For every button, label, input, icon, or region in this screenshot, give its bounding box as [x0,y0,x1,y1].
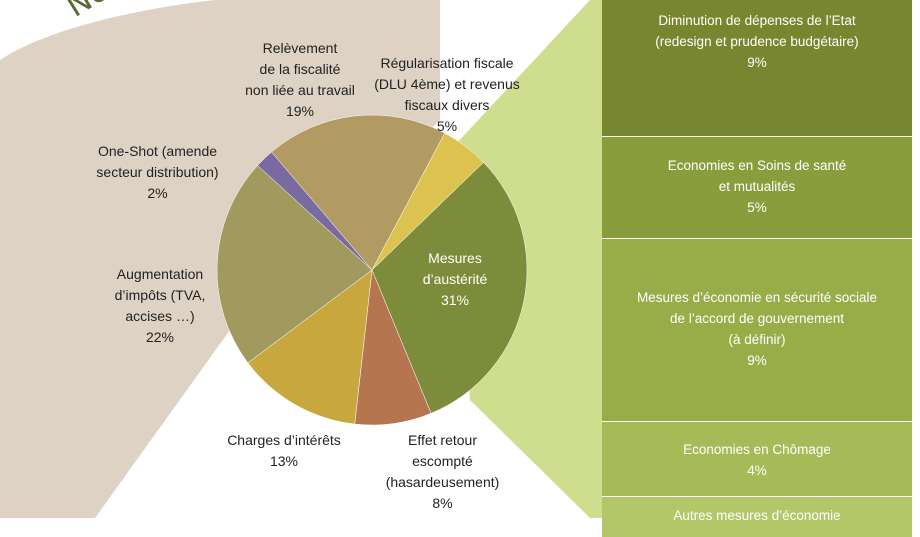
chart-canvas [0,0,602,518]
pie-label-line: Régularisation fiscale [380,55,514,71]
pie-label-line: One-Shot (amende [97,143,218,159]
pie-label-line: de la fiscalité [259,61,341,77]
pie-slice-6 [371,132,484,271]
pie-label-4: One-Shot (amende secteur distribution) 2% [80,141,235,204]
pie-value-label: 19% [285,103,315,119]
pie-label-5: Relèvement de la fiscalité non liée au tra… [225,38,375,122]
breakdown-block-4: Autres mesures d’économie [602,497,912,537]
pie-label-2: Charges d’intérêts 13% [218,430,350,472]
pie-chart [216,114,528,426]
breakdown-block-0: Diminution de dépenses de l’Etat (redesig… [602,0,912,136]
breakdown-label-line: Autres mesures d’économie [673,508,841,523]
pie-slice-5 [271,114,446,271]
pie-label-line: Mesures [428,250,482,266]
pie-value-label: 31% [440,292,470,308]
pie-value-label: 2% [147,185,168,201]
breakdown-value-label: 4% [747,463,767,478]
pie-value-label: 22% [145,329,175,345]
breakdown-label-line: Diminution de dépenses de l’Etat [658,13,856,28]
breakdown-value-label: 9% [747,55,767,70]
breakdown-block-3: Economies en Chômage 4% [602,422,912,496]
pie-label-3: Augmentation d’impôts (TVA, accises …) 22% [80,264,240,348]
breakdown-label-line: Mesures d’économie en sécurité sociale [636,290,878,305]
pie-label-line: escompté [412,453,473,469]
pie-label-1: Effet retour escompté (hasardeusement) 8% [380,430,505,514]
pie-slice-2 [247,269,373,425]
breakdown-label-line: (à définir) [728,332,786,347]
pie-slice-3 [216,165,373,364]
pie-label-line: fiscaux divers [404,97,490,113]
pie-value-label: 5% [436,118,458,134]
breakdown-block-1: Economies en Soins de santé et mutualités… [602,137,912,238]
pie-label-line: Relèvement [262,40,338,56]
pie-value-label: 8% [432,495,453,511]
breakdown-label-line: Economies en Soins de santé [667,158,847,173]
pie-label-line: Effet retour [407,432,477,448]
connector-wedge [455,0,602,518]
pie-slice-0 [371,161,528,414]
pie-label-line: (DLU 4ème) et revenus [374,76,520,92]
pie-value-label: 13% [269,453,299,469]
pie-label-line: (hasardeusement) [385,474,500,490]
breakdown-value-label: 9% [747,353,767,368]
breakdown-block-2: Mesures d’économie en sécurité sociale de… [602,239,912,421]
breakdown-label-line: (redesign et prudence budgétaire) [655,34,859,49]
pie-label-6: Régularisation fiscale (DLU 4ème) et reve… [362,53,532,137]
pie-label-line: d’austérité [422,271,488,287]
pie-label-line: non liée au travail [245,82,355,98]
pie-label-line: Charges d’intérêts [227,432,341,448]
breakdown-stack: Diminution de dépenses de l’Etat (redesig… [602,0,912,537]
breakdown-label-line: Economies en Chômage [683,442,831,457]
breakdown-label-line: et mutualités [718,179,796,194]
pie-label-line: Augmentation [116,266,204,282]
pie-label-line: secteur distribution) [96,164,219,180]
pie-label-line: d’impôts (TVA, [114,287,206,303]
breakdown-value-label: 5% [747,200,767,215]
pie-label-0: Mesures d’austérité 31% [400,248,510,311]
pie-label-line: accises …) [125,308,195,324]
breakdown-label-line: de l’accord de gouvernement [669,311,845,326]
